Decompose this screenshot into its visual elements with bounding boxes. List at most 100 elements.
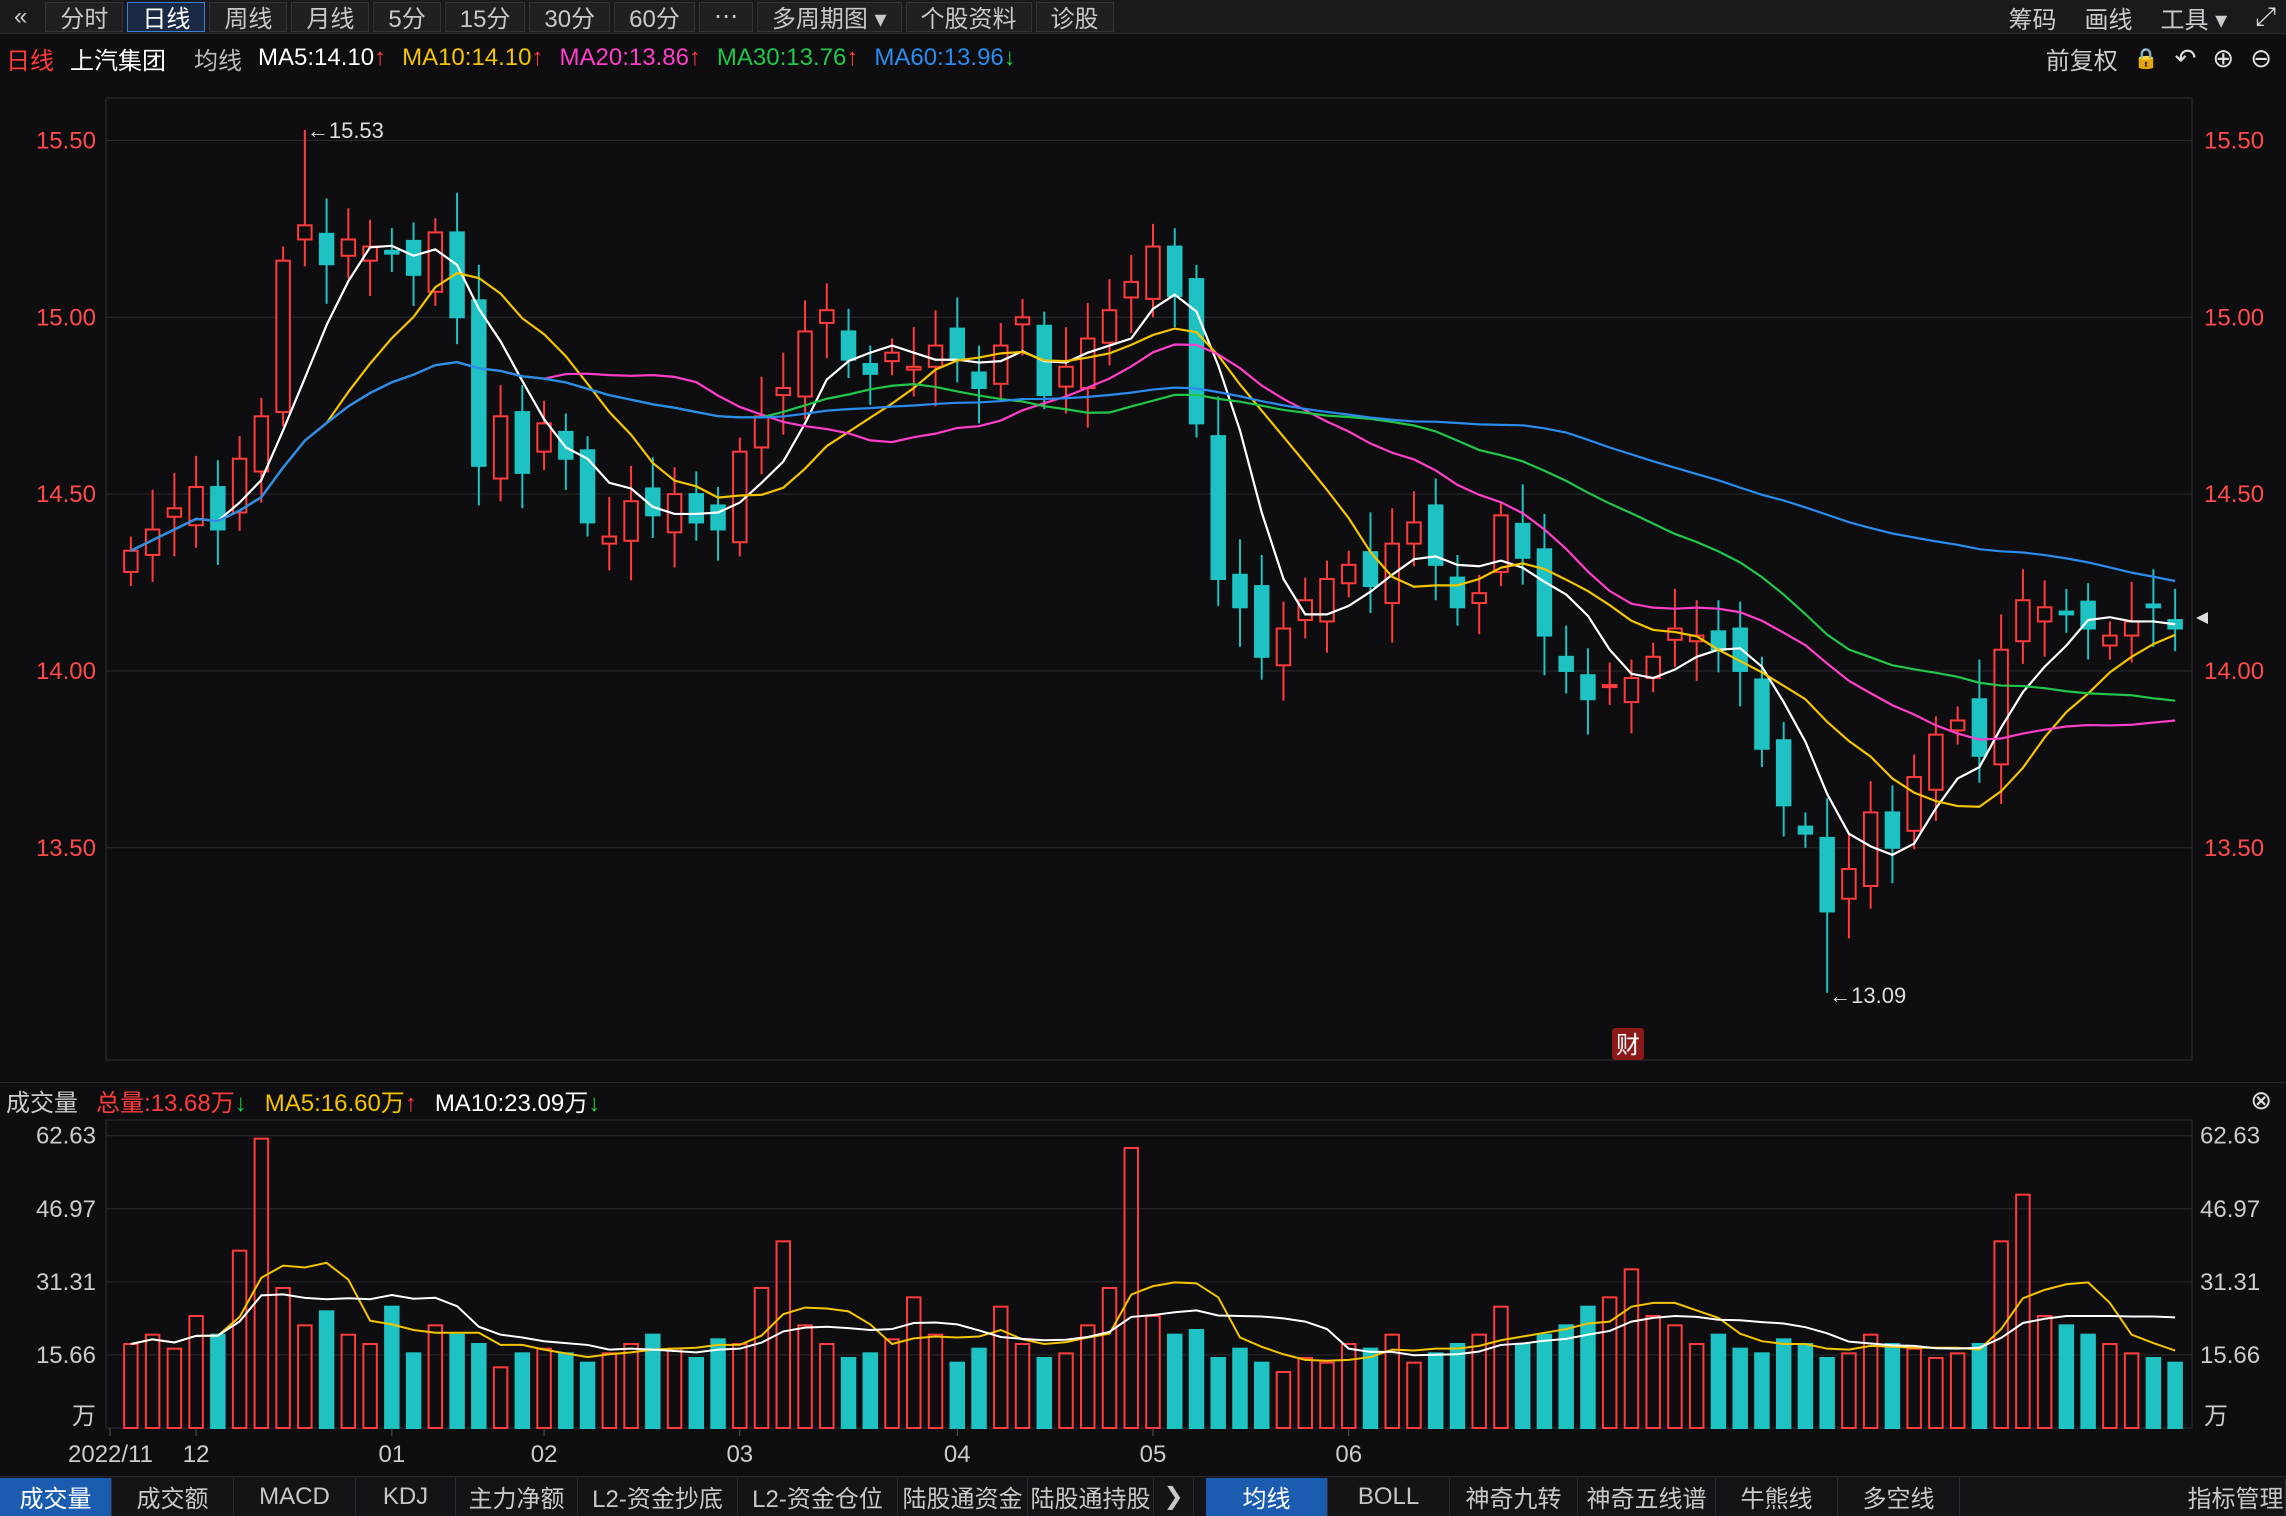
period-tab-1[interactable]: 日线 [127,1,206,33]
volume-bar [1167,1333,1183,1429]
period-tab-2[interactable]: 周线 [209,1,288,33]
zoom-in-icon[interactable]: ⊕ [2212,42,2235,73]
adjust-mode[interactable]: 前复权 [2045,47,2118,75]
period-tab-5[interactable]: 15分 [444,1,526,33]
volume-bar [166,1347,183,1429]
indicator-tab-1[interactable]: 成交额 [112,1477,234,1516]
indicator-tab-5[interactable]: L2-资金抄底 [578,1477,738,1516]
candle-body [1167,245,1183,298]
period-tab-0[interactable]: 分时 [45,1,124,33]
period-tab-8[interactable]: ⋯ [698,1,753,32]
price-plot-frame [105,97,2193,1061]
indicator-tab-7[interactable]: 陆股通资金 [898,1477,1028,1516]
candle-body [1906,776,1922,832]
volume-bar [449,1333,465,1429]
volume-bar [2058,1324,2075,1430]
indicator-tab-2[interactable]: MACD [234,1477,356,1516]
overlay-tab-0[interactable]: 均线 [1206,1477,1328,1516]
volume-header: 成交量 总量:13.68万↓ MA5:16.60万↑ MA10:23.09万↓ … [0,1082,2286,1118]
overlay-tab-1[interactable]: BOLL [1328,1477,1450,1516]
x-axis-label: 12 [183,1441,210,1468]
volume-bar [144,1333,161,1429]
candlestick-chart[interactable]: 15.50 15.50 15.00 15.00 14.50 14.50 14.00 14.00… [0,0,2286,1476]
overlay-tab-2[interactable]: 神奇九转 [1450,1477,1578,1516]
period-tab-11[interactable]: 诊股 [1035,1,1114,33]
volume-bar [297,1324,313,1430]
candle-body [1928,733,1944,791]
undo-icon[interactable]: ↶ [2174,42,2197,73]
indicator-tab-0[interactable]: 成交量 [0,1477,112,1516]
candle-body [1558,655,1574,672]
candle-body [1340,563,1357,585]
volume-bar [1362,1347,1379,1429]
zoom-out-icon[interactable]: ⊖ [2250,42,2272,73]
close-icon[interactable]: ⊗ [2250,1085,2272,1115]
overlay-tab-5[interactable]: 多空线 [1838,1477,1960,1516]
period-tab-10[interactable]: 个股资料 [905,1,1032,33]
tools-menu-button[interactable]: 工具 ▾ [2160,6,2228,34]
candle-body [1493,514,1509,573]
indicator-tab-3[interactable]: KDJ [356,1477,456,1516]
ma-label[interactable]: 均线 [194,47,242,75]
indicator-manage-button[interactable]: 指标管理 [2186,1477,2286,1516]
candle-body [514,411,531,474]
candle-body [884,351,900,363]
candle-body [231,457,248,514]
candle-body [1297,599,1313,622]
period-tab-7[interactable]: 60分 [614,1,695,33]
candle-body [2123,620,2140,637]
candle-body [1710,630,1727,651]
volume-bar [514,1352,531,1430]
volume-bar [275,1287,291,1429]
candle-body [1841,868,1857,900]
volume-bar [797,1324,813,1430]
indicator-tab-8[interactable]: 陆股通持股 [1028,1477,1154,1516]
volume-bar [1558,1324,1574,1430]
candle-body [427,231,444,293]
period-tab-3[interactable]: 月线 [291,1,370,33]
volume-bar [253,1137,270,1429]
candle-body [732,450,748,544]
candle-body [579,449,596,524]
candle-body [1819,836,1835,913]
candle-body [1014,316,1031,326]
volume-bar [1493,1305,1509,1429]
x-axis-label: 06 [1335,1441,1362,1468]
fullscreen-icon[interactable]: ⤢ [2255,1,2276,31]
candle-body [275,259,291,414]
candle-body [188,486,204,527]
candle-body [949,327,966,361]
back-icon[interactable]: « [14,2,28,30]
volume-bar [1645,1315,1661,1429]
chip-button[interactable]: 筹码 [2008,6,2057,34]
indicator-tab-6[interactable]: L2-资金仓位 [738,1477,898,1516]
period-tab-9[interactable]: 多周期图 ▾ [756,1,902,33]
ma30-line [130,361,2176,702]
volume-bar [579,1361,596,1429]
ma60-value: MA60:13.96↓ [874,44,1016,71]
candle-body [666,493,683,534]
candle-body [753,415,770,449]
lock-icon[interactable]: 🔒 [2133,47,2159,70]
overlay-tab-4[interactable]: 牛熊线 [1716,1477,1838,1516]
candle-body [906,365,922,371]
candle-body [688,493,705,524]
volume-tick-right: 31.31 [2200,1269,2260,1296]
volume-bar [318,1310,335,1430]
volume-bar [666,1347,683,1429]
period-tab-4[interactable]: 5分 [373,1,441,33]
candle-body [558,430,574,460]
candle-body [1797,825,1814,835]
draw-line-button[interactable]: 画线 [2084,6,2133,34]
overlay-tab-3[interactable]: 神奇五线谱 [1578,1477,1716,1516]
volume-bar [688,1357,705,1429]
volume-bar [993,1305,1009,1429]
ma10-value: MA10:14.10↑ [402,44,544,71]
candle-body [144,528,161,556]
volume-bar [1667,1324,1683,1430]
indicator-tab-4[interactable]: 主力净额 [456,1477,578,1516]
top-right-tools: 筹码 画线 工具 ▾ ⤢ [2008,0,2276,34]
candle-body [253,415,270,473]
period-tab-6[interactable]: 30分 [529,1,611,33]
tabs-next-arrow-icon[interactable]: ❯ [1154,1477,1194,1516]
